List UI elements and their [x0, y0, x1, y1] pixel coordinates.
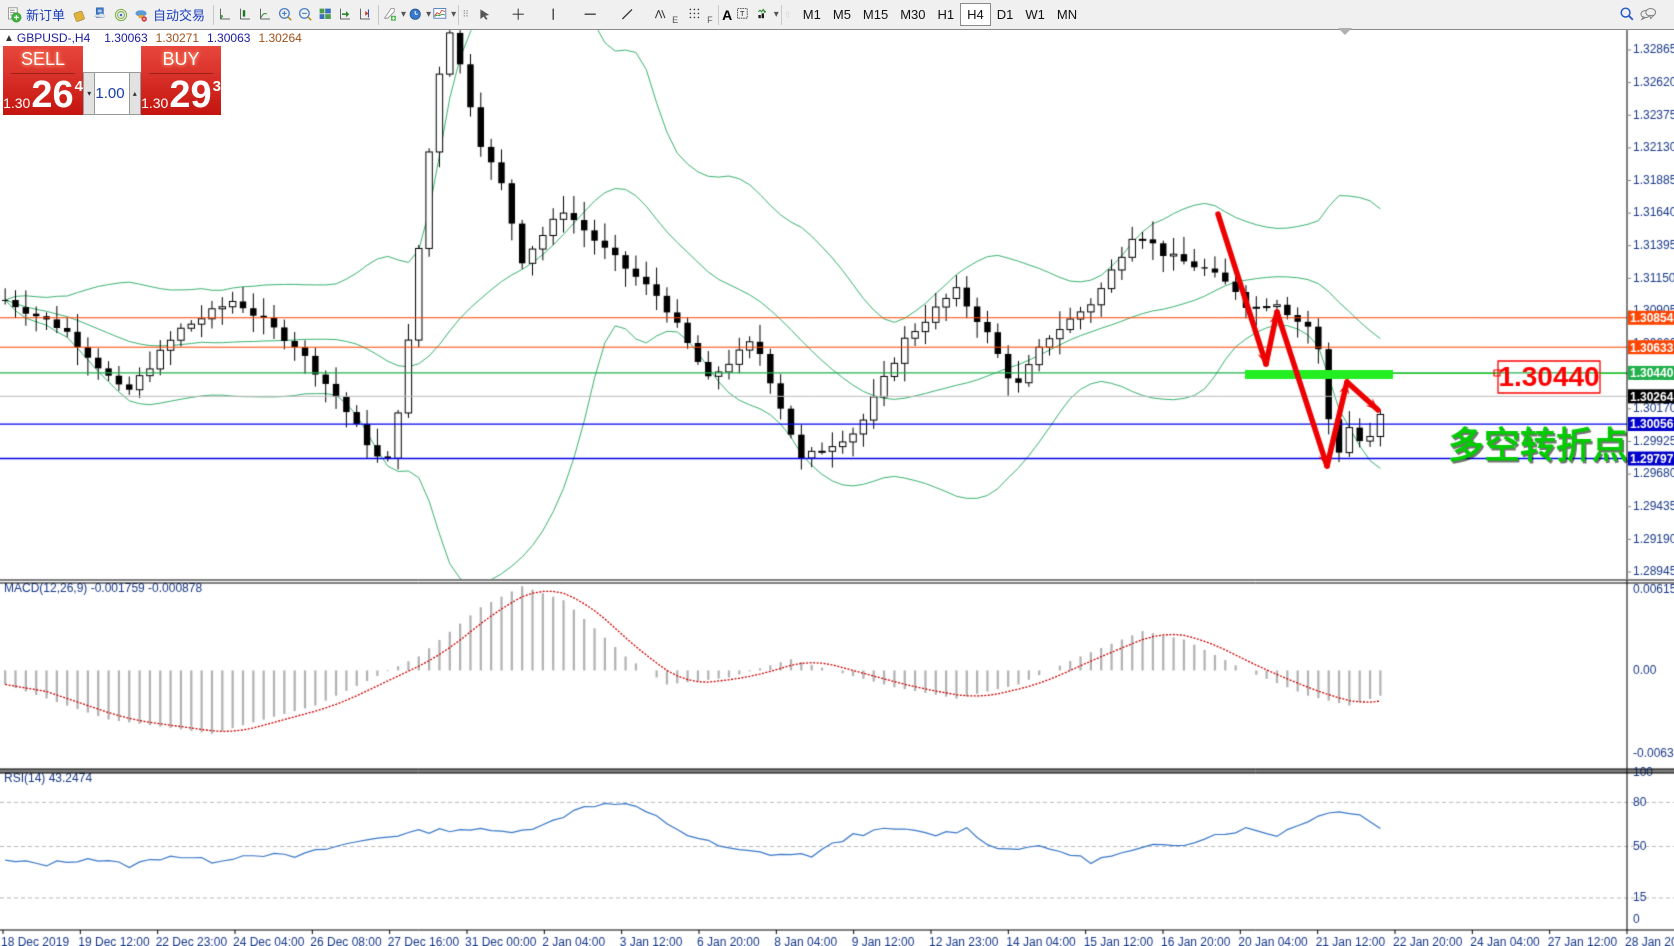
svg-text:T: T: [740, 8, 745, 17]
